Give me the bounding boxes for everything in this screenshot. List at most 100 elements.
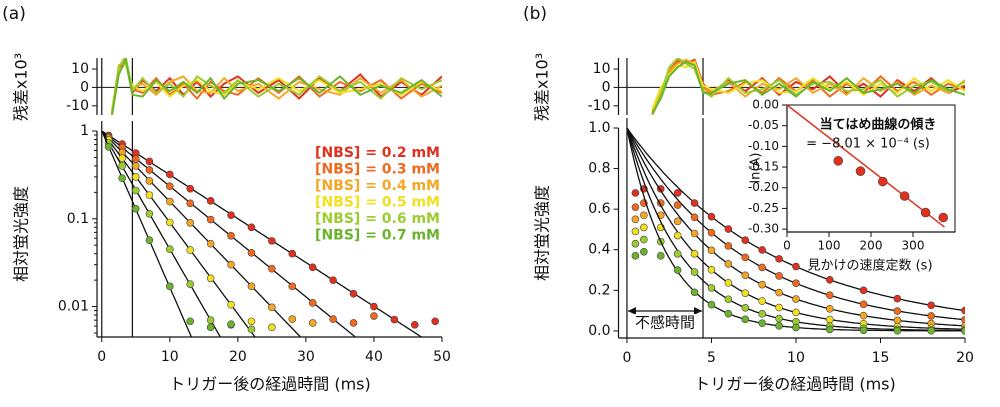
y-tick-label: -0.25 bbox=[748, 201, 779, 215]
y-axis-label: 残差x10³ bbox=[533, 53, 552, 121]
x-tick-label: 30 bbox=[297, 349, 315, 365]
y-tick-label: 0.4 bbox=[588, 242, 610, 258]
x-axis-label: 見かけの速度定数 (s) bbox=[807, 258, 932, 274]
data-point bbox=[859, 300, 868, 309]
data-point bbox=[268, 264, 276, 273]
data-point bbox=[724, 225, 733, 233]
x-tick-label: 10 bbox=[161, 349, 179, 365]
data-point bbox=[775, 303, 783, 312]
data-point bbox=[707, 228, 716, 237]
data-point bbox=[268, 303, 276, 312]
x-axis-label: トリガー後の経過時間 (ms) bbox=[169, 375, 371, 394]
residual-line bbox=[111, 61, 442, 110]
data-point bbox=[206, 239, 215, 248]
data-point bbox=[927, 326, 935, 335]
panel-label: (a) bbox=[2, 4, 26, 24]
data-point bbox=[166, 182, 174, 191]
data-point bbox=[724, 309, 733, 318]
data-point bbox=[166, 197, 174, 206]
x-axis-label: トリガー後の経過時間 (ms) bbox=[694, 375, 896, 394]
data-point bbox=[131, 155, 140, 163]
data-point bbox=[961, 306, 965, 315]
data-point bbox=[370, 312, 378, 320]
y-tick-label: -0.15 bbox=[748, 160, 779, 174]
data-point bbox=[724, 279, 733, 287]
panel: 10.10.010 10 20 30 40 50[NBS] = 0.2 mM[NBS] =… bbox=[12, 121, 451, 394]
data-point bbox=[833, 156, 844, 166]
data-point bbox=[349, 289, 358, 298]
data-point bbox=[227, 320, 235, 328]
y-tick-label: 0.8 bbox=[588, 161, 610, 177]
x-tick-label: 300 bbox=[902, 239, 925, 253]
data-point bbox=[227, 211, 235, 219]
panel: 0.0 0.2 0.4 0.6 0.8 1.0 0 5 10 15 20 不感時間 相対蛍光強度トリガー… bbox=[533, 118, 974, 394]
data-point bbox=[707, 300, 716, 309]
data-point bbox=[118, 154, 126, 162]
panel: 10 0 -10 残差x10³ bbox=[533, 53, 965, 121]
data-point bbox=[145, 177, 154, 185]
data-point bbox=[247, 325, 256, 334]
y-axis-label: ln(A) bbox=[749, 153, 764, 184]
data-point bbox=[247, 223, 256, 232]
data-point bbox=[349, 319, 358, 327]
x-tick-label: 200 bbox=[860, 239, 883, 253]
panel: 10 0 -10 残差x10³ bbox=[12, 53, 442, 121]
data-point bbox=[961, 315, 965, 324]
x-tick-label: 0 bbox=[97, 349, 106, 365]
data-point bbox=[758, 319, 766, 327]
data-point bbox=[247, 248, 256, 257]
data-point bbox=[673, 249, 682, 258]
legend-entry: [NBS] = 0.2 mM bbox=[315, 145, 440, 161]
data-point bbox=[825, 275, 834, 284]
y-axis-label: 残差x10³ bbox=[12, 53, 31, 121]
data-point bbox=[631, 227, 640, 236]
data-point bbox=[825, 325, 834, 334]
y-tick-label: 0.01 bbox=[58, 299, 89, 315]
data-point bbox=[927, 301, 935, 310]
y-tick-label: 10 bbox=[71, 61, 89, 77]
data-point bbox=[690, 249, 699, 258]
data-point bbox=[758, 280, 766, 289]
y-tick-label: 1 bbox=[80, 123, 89, 139]
data-point bbox=[390, 315, 399, 324]
data-point bbox=[855, 166, 866, 176]
data-point bbox=[673, 231, 682, 240]
arrow-head bbox=[694, 307, 703, 315]
fit-line bbox=[101, 131, 193, 337]
y-axis-label: 相対蛍光強度 bbox=[533, 185, 552, 281]
fit-line bbox=[787, 105, 945, 228]
data-point bbox=[741, 315, 750, 324]
x-tick-label: 20 bbox=[229, 349, 247, 365]
y-tick-label: -0.05 bbox=[748, 118, 779, 132]
plot-area bbox=[626, 128, 965, 335]
data-point bbox=[640, 211, 648, 220]
data-point bbox=[206, 215, 215, 224]
panel: 0.00 -0.05 -0.10 -0.15 -0.20 -0.25 -0.30 0 100 20… bbox=[748, 98, 956, 274]
data-point bbox=[247, 282, 256, 291]
data-point bbox=[741, 289, 750, 297]
data-point bbox=[877, 176, 888, 187]
data-point bbox=[186, 317, 195, 326]
data-point bbox=[118, 162, 126, 170]
data-point bbox=[741, 236, 750, 245]
data-point bbox=[329, 276, 337, 284]
data-point bbox=[131, 173, 140, 181]
data-point bbox=[656, 252, 665, 260]
data-point bbox=[640, 223, 648, 232]
y-tick-label: 0 bbox=[80, 79, 89, 95]
data-point bbox=[308, 319, 317, 327]
x-tick-label: 0 bbox=[622, 350, 631, 366]
data-point bbox=[775, 322, 783, 330]
data-point bbox=[145, 157, 154, 166]
data-point bbox=[724, 295, 733, 304]
data-point bbox=[920, 207, 931, 218]
data-point bbox=[145, 166, 154, 174]
data-point bbox=[410, 320, 419, 329]
data-point bbox=[893, 294, 902, 303]
data-point bbox=[631, 252, 640, 260]
y-axis-label: 相対蛍光強度 bbox=[12, 186, 31, 282]
data-point bbox=[792, 279, 800, 288]
data-point bbox=[707, 266, 716, 274]
data-point bbox=[640, 247, 648, 256]
